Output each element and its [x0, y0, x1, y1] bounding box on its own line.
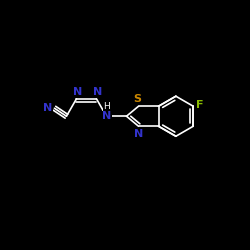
Text: S: S: [134, 94, 142, 104]
Text: N: N: [72, 86, 82, 97]
Text: N: N: [134, 128, 143, 138]
Text: H: H: [103, 102, 110, 111]
Text: F: F: [196, 100, 204, 110]
Text: N: N: [43, 103, 52, 113]
Text: N: N: [102, 111, 111, 121]
Text: N: N: [92, 86, 102, 97]
